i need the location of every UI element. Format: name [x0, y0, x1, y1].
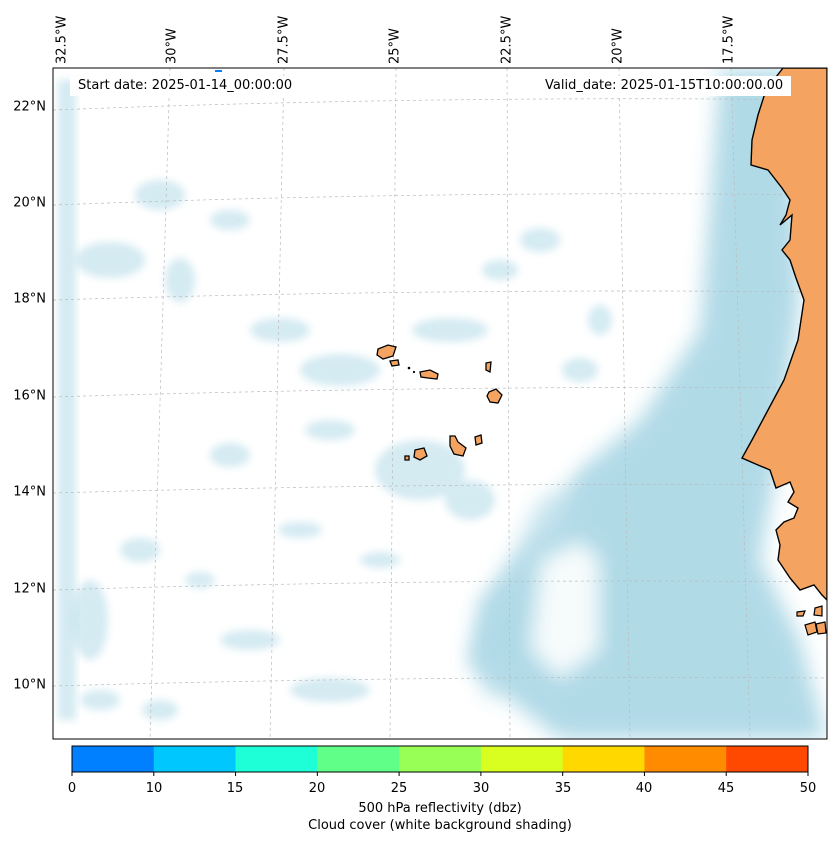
lat-label: 12°N — [13, 581, 46, 597]
lon-label: 27.5°W — [276, 15, 292, 64]
colorbar-segment — [480, 746, 564, 772]
lat-label: 18°N — [13, 291, 46, 307]
colorbar-segment — [153, 746, 237, 772]
colorbar-tick: 25 — [390, 781, 408, 796]
lat-label: 20°N — [13, 195, 46, 211]
lat-label: 22°N — [13, 99, 46, 115]
lon-label: 30°W — [164, 28, 180, 64]
colorbar-segment — [726, 746, 809, 772]
colorbar-segment — [72, 746, 155, 772]
cloud-cover-layer — [58, 70, 827, 739]
gridlines — [53, 68, 827, 739]
lat-label: 16°N — [13, 388, 46, 404]
lon-label: 25°W — [387, 28, 403, 64]
map-frame — [52, 67, 828, 740]
colorbar-tick: 10 — [145, 781, 163, 796]
start-date-label: Start date: 2025-01-14_00:00:00 — [70, 76, 301, 96]
colorbar-frame — [71, 745, 809, 773]
colorbar-segment — [644, 746, 727, 772]
lon-label: 32.5°W — [54, 15, 70, 64]
colorbar-segment — [399, 746, 482, 772]
colorbar-tick: 0 — [67, 781, 77, 796]
lon-label: 20°W — [610, 28, 626, 64]
lat-label: 10°N — [13, 677, 46, 693]
colorbar-segment — [235, 746, 318, 772]
bissagos-islands — [796, 605, 827, 636]
colorbar-label: 500 hPa reflectivity (dbz) — [358, 801, 522, 816]
colorbar-tick: 50 — [799, 781, 817, 796]
africa-coast — [741, 68, 827, 601]
colorbar-tick: 45 — [717, 781, 735, 796]
valid-date-label: Valid_date: 2025-01-15T10:00:00.00 — [537, 76, 792, 96]
colorbar-tick: 15 — [226, 781, 244, 796]
lat-label: 14°N — [13, 484, 46, 500]
lon-label: 17.5°W — [721, 15, 737, 64]
lon-label: 22.5°W — [499, 15, 515, 64]
colorbar-tick: 30 — [472, 781, 490, 796]
colorbar-segment — [317, 746, 400, 772]
cape-verde-islands — [376, 344, 503, 461]
colorbar-tick: 20 — [308, 781, 326, 796]
colorbar-tick: 35 — [554, 781, 572, 796]
colorbar-sublabel: Cloud cover (white background shading) — [308, 818, 572, 833]
colorbar-segment — [562, 746, 645, 772]
colorbar — [71, 745, 809, 776]
colorbar-tick: 40 — [635, 781, 653, 796]
